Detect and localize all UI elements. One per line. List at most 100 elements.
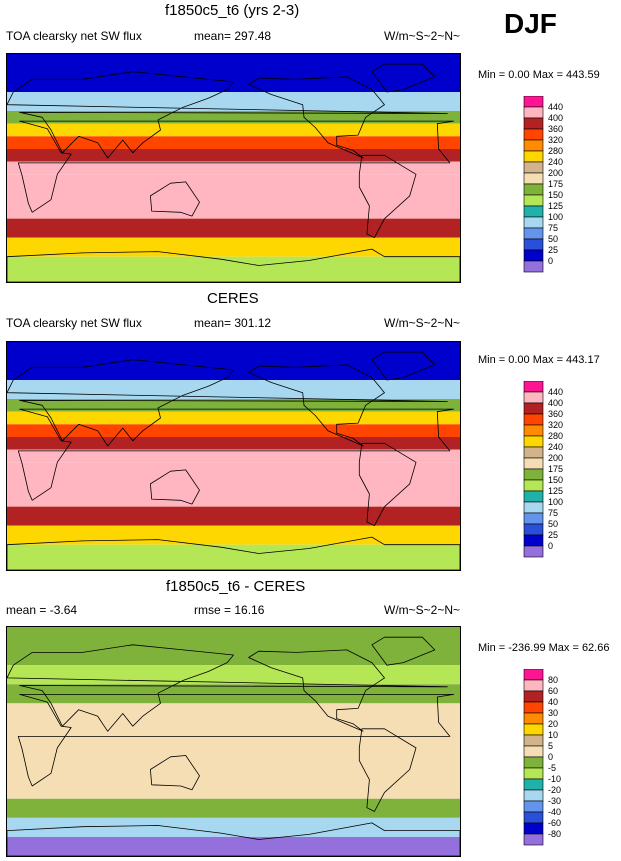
colorbar-tick-label: -20 (548, 785, 561, 795)
coastline-6 (371, 63, 436, 93)
colorbar-tick-label: 320 (548, 420, 563, 430)
coastline-6 (371, 351, 436, 381)
colorbar-box-11 (523, 205, 544, 218)
latitude-band-4 (7, 703, 460, 742)
colorbar-tick-label: 150 (548, 190, 563, 200)
colorbar-tick-label: 125 (548, 201, 563, 211)
colorbar-tick-label: -10 (548, 774, 561, 784)
colorbar-box-12 (523, 216, 544, 229)
colorbar-box-5 (523, 712, 544, 725)
colorbar-box-2 (523, 106, 544, 119)
colorbar-box-4 (523, 413, 544, 426)
coastline-3 (149, 181, 200, 217)
coastline-2 (7, 71, 448, 159)
colorbar-tick-label: 440 (548, 102, 563, 112)
coastline-5 (358, 442, 417, 527)
panel-1-title: f1850c5_t6 (yrs 2-3) (165, 2, 300, 19)
colorbar-box-9 (523, 756, 544, 769)
latitude-band-4 (7, 411, 460, 425)
colorbar-tick-label: 60 (548, 686, 558, 696)
colorbar-tick-label: -5 (548, 763, 556, 773)
panel-1-map-svg (7, 54, 460, 282)
colorbar-box-9 (523, 183, 544, 196)
colorbar-tick-label: 0 (548, 752, 553, 762)
colorbar-tick-label: 30 (548, 708, 558, 718)
colorbar-tick-label: 40 (548, 697, 558, 707)
colorbar-tick-label: 0 (548, 541, 553, 551)
latitude-band-1 (7, 627, 460, 666)
colorbar-tick-label: -30 (548, 796, 561, 806)
colorbar-box-16 (523, 833, 544, 846)
colorbar-box-9 (523, 468, 544, 481)
latitude-band-11 (7, 544, 460, 570)
colorbar-box-14 (523, 238, 544, 251)
colorbar-box-13 (523, 512, 544, 525)
panel-3-units-label: W/m~S~2~N~ (384, 603, 461, 617)
colorbar-box-11 (523, 778, 544, 791)
panel-3-colorbar: 80 60 40 30 20 10 5 0 -5 -10 -20 -30 -40 -60 -80 (518, 669, 578, 854)
coastline-3 (149, 755, 200, 791)
colorbar-tick-label: -40 (548, 807, 561, 817)
colorbar-tick-label: 360 (548, 409, 563, 419)
latitude-band-4 (7, 123, 460, 137)
latitude-band-6 (7, 437, 460, 450)
panel-1-colorbar: 440 400 360 320 280 240 200 175 150 125 100 75 50 25 0 (518, 96, 578, 281)
latitude-band-3 (7, 111, 460, 124)
colorbar-tick-label: 280 (548, 146, 563, 156)
panel-2-map-svg (7, 342, 460, 570)
colorbar-tick-label: 125 (548, 486, 563, 496)
latitude-band-9 (7, 506, 460, 526)
panel-2-units-label: W/m~S~2~N~ (384, 316, 461, 330)
colorbar-box-6 (523, 435, 544, 448)
colorbar-box-3 (523, 690, 544, 703)
colorbar-box-11 (523, 490, 544, 503)
coastline-1 (17, 408, 455, 501)
coastline-2 (7, 359, 448, 447)
colorbar-tick-label: 200 (548, 453, 563, 463)
panel-1-units-label: W/m~S~2~N~ (384, 29, 461, 43)
latitude-band-8 (7, 836, 460, 856)
colorbar-tick-label: 5 (548, 741, 553, 751)
coastline-5 (358, 154, 417, 239)
colorbar-box-10 (523, 767, 544, 780)
panel-3-title: f1850c5_t6 - CERES (166, 578, 306, 595)
colorbar-box-7 (523, 446, 544, 459)
latitude-band-9 (7, 218, 460, 238)
colorbar-tick-label: 75 (548, 223, 558, 233)
colorbar-tick-label: 280 (548, 431, 563, 441)
panel-2-map (6, 341, 461, 571)
latitude-band-5 (7, 741, 460, 799)
panel-1-minmax: Min = 0.00 Max = 443.59 (478, 69, 600, 81)
latitude-band-11 (7, 256, 460, 282)
colorbar-tick-label: 100 (548, 212, 563, 222)
colorbar-tick-label: 175 (548, 464, 563, 474)
colorbar-tick-label: 80 (548, 675, 558, 685)
panel-3-rmse-label: rmse = 16.16 (194, 603, 265, 617)
latitude-band-1 (7, 54, 460, 92)
colorbar-box-4 (523, 701, 544, 714)
colorbar-box-7 (523, 161, 544, 174)
latitude-band-10 (7, 525, 460, 545)
colorbar-tick-label: 400 (548, 113, 563, 123)
colorbar-box-3 (523, 117, 544, 130)
colorbar-tick-label: 175 (548, 179, 563, 189)
colorbar-box-15 (523, 822, 544, 835)
colorbar-tick-label: 320 (548, 135, 563, 145)
colorbar-box-5 (523, 139, 544, 152)
colorbar-box-14 (523, 811, 544, 824)
colorbar-tick-label: 75 (548, 508, 558, 518)
colorbar-tick-label: 360 (548, 124, 563, 134)
colorbar-tick-label: 25 (548, 245, 558, 255)
colorbar-tick-label: 50 (548, 519, 558, 529)
colorbar-box-12 (523, 501, 544, 514)
season-label: DJF (504, 8, 557, 39)
coastline-6 (371, 636, 436, 666)
colorbar-box-6 (523, 150, 544, 163)
coastline-2 (7, 644, 448, 732)
latitude-band-5 (7, 136, 460, 149)
colorbar-box-16 (523, 260, 544, 273)
colorbar-box-14 (523, 523, 544, 536)
colorbar-box-10 (523, 479, 544, 492)
colorbar-box-13 (523, 227, 544, 240)
